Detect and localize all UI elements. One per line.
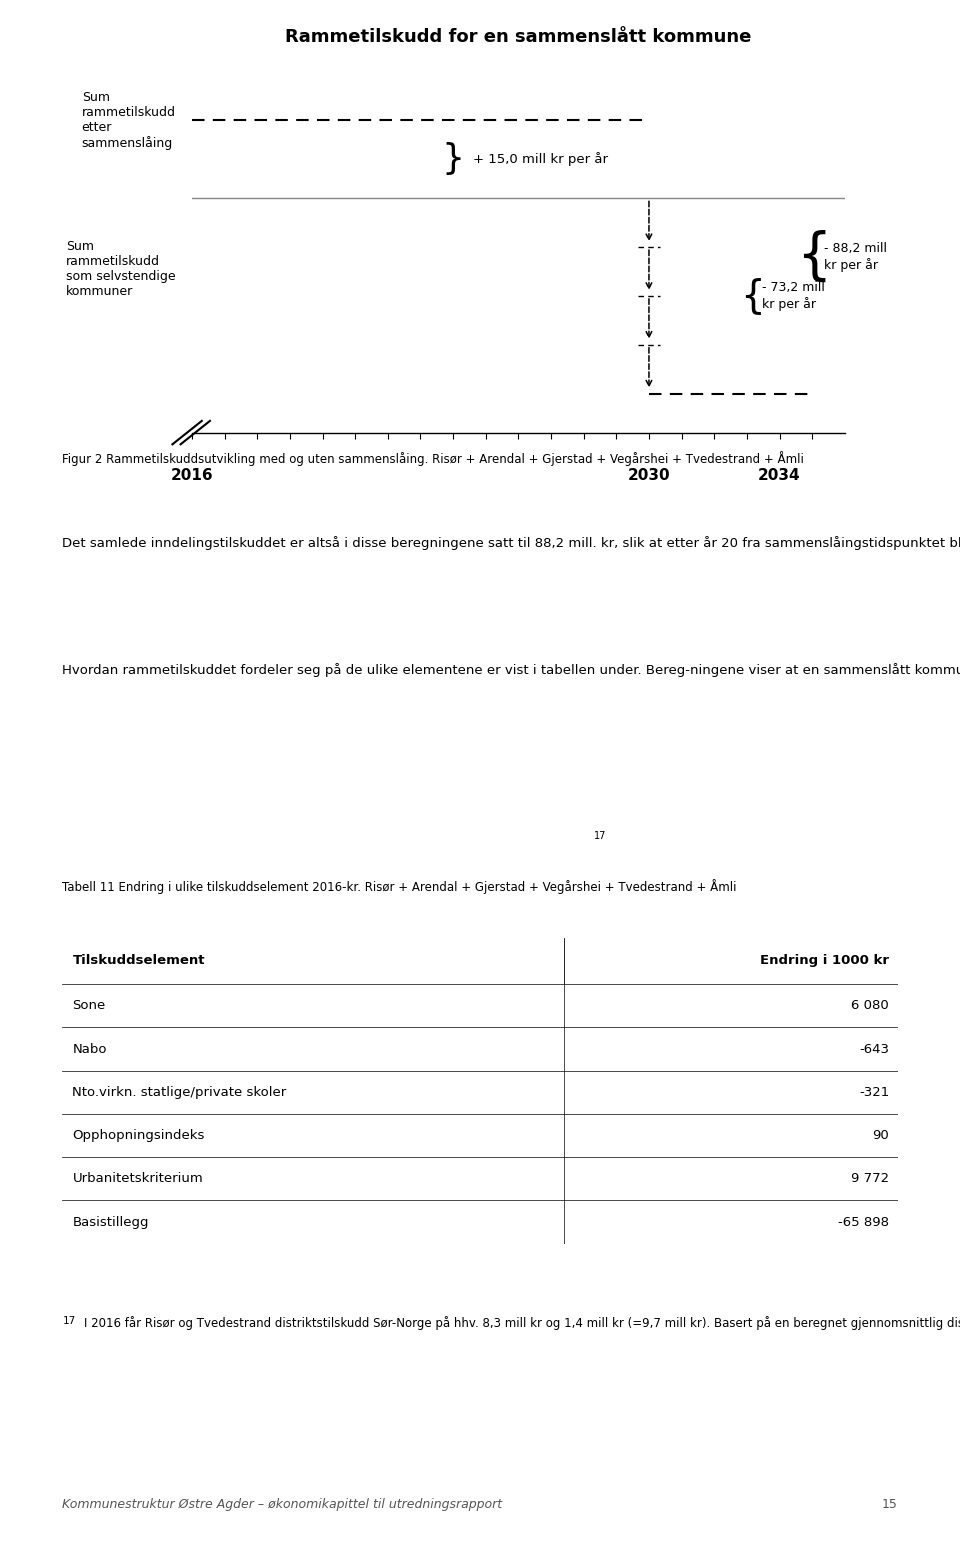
Text: 90: 90 — [873, 1129, 889, 1142]
Text: + 15,0 mill kr per år: + 15,0 mill kr per år — [472, 153, 608, 167]
Text: Opphopningsindeks: Opphopningsindeks — [72, 1129, 204, 1142]
Text: 9 772: 9 772 — [852, 1173, 889, 1185]
Text: Nto.virkn. statlige/private skoler: Nto.virkn. statlige/private skoler — [72, 1086, 287, 1098]
Text: Sum
rammetilskudd
etter
sammenslåing: Sum rammetilskudd etter sammenslåing — [82, 91, 176, 150]
Text: 15: 15 — [881, 1499, 898, 1511]
Text: Tabell 11 Endring i ulike tilskuddselement 2016-kr. Risør + Arendal + Gjerstad +: Tabell 11 Endring i ulike tilskuddseleme… — [62, 879, 737, 895]
Text: 17: 17 — [594, 831, 607, 840]
Text: Hvordan rammetilskuddet fordeler seg på de ulike elementene er vist i tabellen u: Hvordan rammetilskuddet fordeler seg på … — [62, 663, 960, 677]
Text: Endring i 1000 kr: Endring i 1000 kr — [760, 955, 889, 967]
Text: Sone: Sone — [72, 1000, 106, 1012]
Text: Kommunestruktur Østre Agder – økonomikapittel til utredningsrapport: Kommunestruktur Østre Agder – økonomikap… — [62, 1499, 502, 1511]
Text: -643: -643 — [859, 1043, 889, 1055]
Title: Rammetilskudd for en sammenslått kommune: Rammetilskudd for en sammenslått kommune — [285, 28, 752, 46]
Text: -321: -321 — [859, 1086, 889, 1098]
Text: Nabo: Nabo — [72, 1043, 107, 1055]
Text: Urbanitetskriterium: Urbanitetskriterium — [72, 1173, 204, 1185]
Text: -65 898: -65 898 — [838, 1216, 889, 1228]
Text: Basistillegg: Basistillegg — [72, 1216, 149, 1228]
Text: - 73,2 mill
kr per år: - 73,2 mill kr per år — [761, 281, 825, 311]
Text: 2034: 2034 — [758, 468, 801, 482]
Text: 6 080: 6 080 — [852, 1000, 889, 1012]
Text: Tilskuddselement: Tilskuddselement — [72, 955, 204, 967]
Text: - 88,2 mill
kr per år: - 88,2 mill kr per år — [824, 243, 887, 272]
Text: }: } — [442, 142, 465, 176]
Text: 17: 17 — [62, 1316, 76, 1326]
Text: Det samlede inndelingstilskuddet er altså i disse beregningene satt til 88,2 mil: Det samlede inndelingstilskuddet er alts… — [62, 536, 960, 550]
Text: I 2016 får Risør og Tvedestrand distriktstilskudd Sør-Norge på hhv. 8,3 mill kr : I 2016 får Risør og Tvedestrand distrikt… — [84, 1316, 960, 1330]
Text: {: { — [740, 277, 765, 315]
Text: Sum
rammetilskudd
som selvstendige
kommuner: Sum rammetilskudd som selvstendige kommu… — [66, 239, 176, 298]
Text: {: { — [796, 230, 831, 284]
Text: 2016: 2016 — [171, 468, 213, 482]
Text: Figur 2 Rammetilskuddsutvikling med og uten sammenslåing. Risør + Arendal + Gjer: Figur 2 Rammetilskuddsutvikling med og u… — [62, 451, 804, 467]
Text: 2030: 2030 — [628, 468, 670, 482]
